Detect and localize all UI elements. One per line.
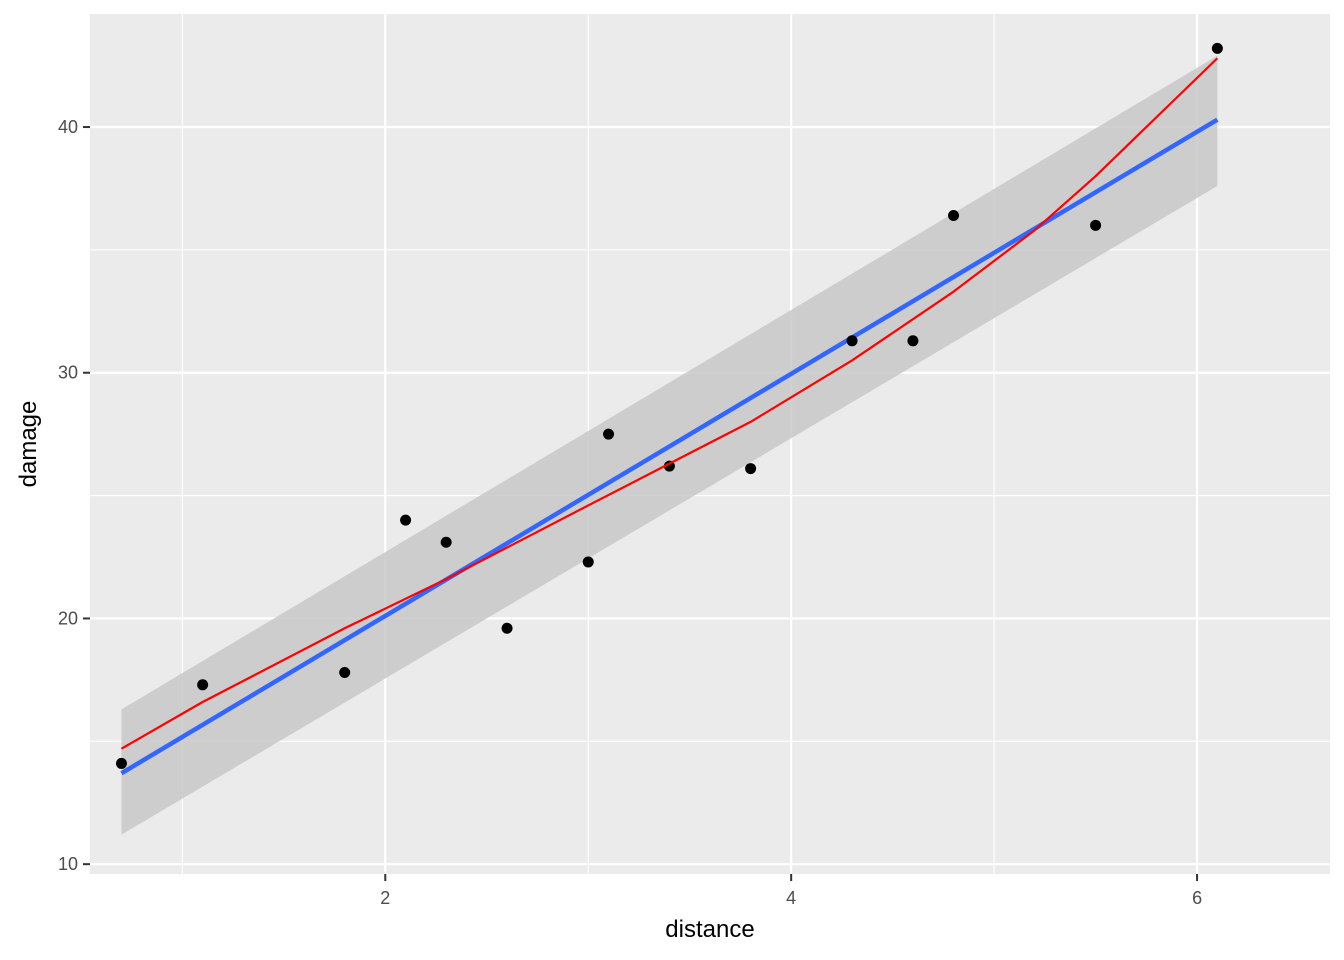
y-tick-label: 10: [58, 854, 78, 874]
x-tick-label: 2: [380, 888, 390, 908]
linear-fit-layer: [120, 117, 1219, 776]
data-point: [1211, 42, 1223, 54]
y-axis: 10 20 30 40: [58, 117, 90, 874]
data-point: [948, 209, 960, 221]
x-axis-title: distance: [665, 916, 754, 943]
data-point: [400, 514, 412, 526]
data-point: [745, 463, 757, 475]
data-point: [339, 667, 351, 679]
y-axis-title: damage: [15, 401, 42, 488]
data-point: [846, 335, 858, 347]
y-tick-label: 20: [58, 608, 78, 628]
data-point: [115, 757, 127, 769]
points-layer: [115, 42, 1223, 769]
smooth-fit-line: [120, 57, 1219, 750]
x-tick-label: 6: [1192, 888, 1202, 908]
data-point: [582, 556, 594, 568]
linear-fit-line: [120, 117, 1219, 776]
data-point: [501, 622, 513, 634]
data-point: [197, 679, 209, 691]
data-point: [603, 428, 615, 440]
y-tick-label: 30: [58, 363, 78, 383]
smooth-fit-layer: [120, 57, 1219, 750]
x-tick-label: 4: [786, 888, 796, 908]
y-tick-label: 40: [58, 117, 78, 137]
x-axis: 2 4 6: [380, 874, 1202, 908]
data-point: [907, 335, 919, 347]
data-point: [1090, 219, 1102, 231]
data-point: [440, 536, 452, 548]
